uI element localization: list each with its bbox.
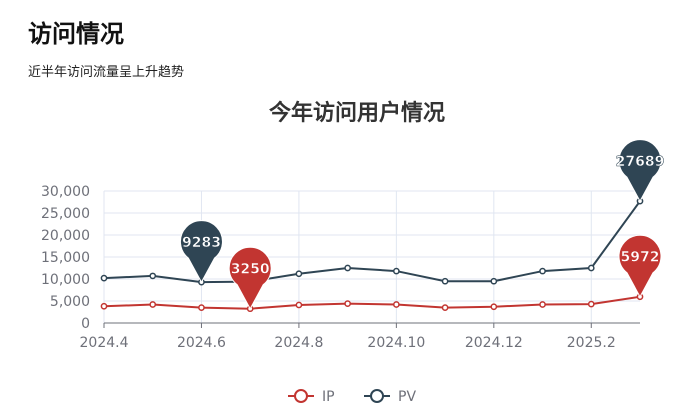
marker-pin-ip [228,246,272,310]
data-point-pv [587,264,595,272]
series-line-pv [103,200,641,284]
data-point-ip [539,301,546,308]
marker-label-ip: 3250 [231,262,270,278]
data-point-ip [490,303,498,311]
data-point-pv [149,272,157,280]
y-tick-label: 5,000 [50,294,90,310]
y-tick-label: 20,000 [41,228,90,244]
data-point-ip [587,300,595,308]
y-tick-label: 30,000 [41,184,90,200]
legend-item-pv[interactable]: PV [364,389,416,405]
data-point-ip [149,301,157,308]
legend-label: IP [322,389,335,405]
data-point-ip [441,304,449,311]
chart-title: 今年访问用户情况 [269,100,445,126]
marker-pin-ip [618,234,662,298]
series-line-ip [103,295,641,310]
data-point-pv [100,274,108,282]
chart-legend[interactable]: IP PV [288,389,416,405]
data-point-pv [441,277,449,285]
data-point-pv [393,267,400,275]
legend-item-ip[interactable]: IP [288,389,335,405]
y-tick-label: 10,000 [41,272,90,288]
data-point-pv [490,277,498,285]
x-tick-label: 2024.6 [177,335,226,351]
marker-pin-pv [179,220,223,284]
marker-label-ip: 5972 [621,250,660,266]
x-tick-label: 2024.12 [465,335,523,351]
page-title: 访问情况 [28,20,124,48]
data-point-pv [295,270,303,278]
y-tick-label: 15,000 [41,250,90,266]
data-point-ip [393,301,400,308]
x-tick-label: 2025.2 [567,335,616,351]
data-point-pv [344,264,351,272]
x-tick-label: 2024.10 [367,335,425,351]
marker-pin-pv [618,139,662,203]
chart-axes: 0 5,000 10,000 15,000 20,000 25,000 30,000 2024… [41,184,640,351]
chart-grid [103,190,640,323]
legend-symbol [294,389,308,403]
marker-label-pv: 9283 [182,235,221,251]
legend-symbol [370,389,384,403]
legend-label: PV [398,389,416,405]
y-tick-label: 25,000 [41,206,90,222]
marker-label-pv: 27689 [616,154,665,170]
chart-markers: 3250 5972 9283 27689 [179,139,665,310]
x-tick-label: 2024.4 [80,335,129,351]
y-tick-label: 0 [81,316,90,332]
data-point-ip [295,301,303,309]
chart-series [100,197,644,313]
data-point-ip [198,304,205,311]
data-point-pv [539,267,546,275]
data-point-ip [100,302,108,310]
data-point-ip [344,300,351,307]
page-subtitle: 近半年访问流量呈上升趋势 [28,65,185,80]
x-tick-label: 2024.8 [274,335,323,351]
